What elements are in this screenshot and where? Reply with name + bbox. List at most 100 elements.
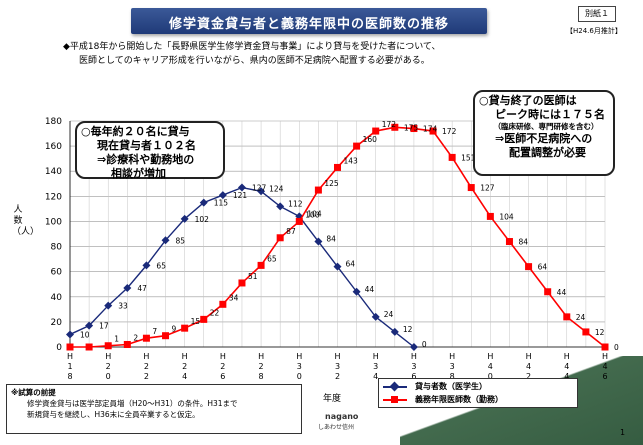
- data-point-doctors: [257, 261, 265, 269]
- footnote-line-1: 修学資金貸与は医学部定員増（H20～H31）の条件。H31まで: [27, 399, 238, 408]
- data-label-doctors: 151: [461, 153, 476, 162]
- data-point-students: [199, 198, 208, 207]
- data-point-doctors: [276, 234, 284, 242]
- data-point-doctors: [429, 127, 437, 135]
- data-label-students: 47: [137, 284, 147, 293]
- data-point-students: [390, 327, 399, 336]
- data-point-doctors: [486, 212, 494, 220]
- brand-logo-text: nagano: [325, 412, 359, 421]
- data-point-doctors: [448, 153, 456, 161]
- data-label-students: 127: [252, 184, 267, 193]
- legend-item-students: 貸与者数（医学生）: [379, 381, 577, 393]
- data-point-doctors: [372, 127, 380, 135]
- data-label-students: 84: [326, 235, 336, 244]
- data-point-students: [180, 214, 189, 223]
- data-label-doctors: 100: [305, 210, 320, 219]
- title-banner: 修学資金貸与者と義務年限中の医師数の推移: [131, 8, 487, 34]
- data-point-students: [104, 301, 113, 310]
- data-label-doctors: 0: [614, 343, 619, 352]
- data-label-students: 33: [118, 302, 128, 311]
- data-point-doctors: [104, 342, 112, 350]
- data-point-doctors: [582, 328, 590, 336]
- legend-item-doctors: 義務年限医師数（勤務）: [379, 394, 577, 406]
- data-label-doctors: 127: [480, 184, 495, 193]
- callout-left-line-1: ○毎年約２０名に貸与: [81, 125, 190, 138]
- intro-line-2: 医師としてのキャリア形成を行いながら、県内の医師不足病院へ配置する必要がある。: [79, 56, 430, 66]
- data-point-doctors: [353, 142, 361, 150]
- data-point-doctors: [66, 343, 74, 351]
- series-layer: [66, 123, 609, 351]
- data-label-students: 85: [176, 236, 186, 245]
- data-label-doctors: 7: [152, 327, 157, 336]
- callout-right-line-4: ⇒医師不足病院への: [495, 132, 593, 145]
- data-point-doctors: [563, 313, 571, 321]
- page-title: 修学資金貸与者と義務年限中の医師数の推移: [168, 17, 449, 32]
- data-point-students: [371, 312, 380, 321]
- data-point-students: [123, 283, 132, 292]
- callout-left-line-2: 現在貸与者１０２名: [97, 139, 196, 152]
- data-label-doctors: 1: [114, 335, 119, 344]
- assumption-note: ※試算の前提 修学資金貸与は医学部定員増（H20～H31）の条件。H31まで 新…: [6, 384, 302, 434]
- document-label: 別紙１: [578, 6, 616, 22]
- legend: 貸与者数（医学生） 義務年限医師数（勤務）: [378, 378, 578, 408]
- data-point-doctors: [410, 125, 418, 133]
- data-point-doctors: [334, 163, 341, 171]
- data-point-students: [276, 202, 285, 211]
- page-number: 1: [620, 428, 626, 437]
- data-point-doctors: [525, 263, 533, 271]
- data-label-doctors: 44: [557, 288, 567, 297]
- data-label-doctors: 22: [210, 308, 220, 317]
- data-point-students: [85, 321, 94, 330]
- intro-line-1: ◆平成18年から開始した「長野県医学生修学資金貸与事業」により貸与を受けた者につ…: [63, 42, 441, 52]
- y-tick-label: 80: [51, 243, 63, 253]
- data-point-doctors: [467, 184, 475, 192]
- data-label-doctors: 64: [538, 263, 548, 272]
- data-label-students: 10: [80, 330, 90, 339]
- callout-right-line-5: 配置調整が必要: [509, 146, 586, 159]
- data-point-students: [66, 330, 74, 339]
- legend-label-doctors: 義務年限医師数（勤務）: [415, 395, 503, 404]
- data-label-students: 102: [195, 215, 210, 224]
- data-label-doctors: 172: [442, 127, 457, 136]
- data-point-students: [257, 187, 266, 196]
- data-point-doctors: [85, 343, 93, 351]
- data-label-students: 64: [346, 260, 356, 269]
- data-label-doctors: 24: [576, 313, 586, 322]
- data-label-students: 104: [307, 209, 322, 218]
- intro-text: ◆平成18年から開始した「長野県医学生修学資金貸与事業」により貸与を受けた者につ…: [63, 40, 583, 68]
- callout-right-line-2: ピーク時には１７５名: [495, 108, 605, 121]
- footnote-line-2: 新規貸与を継続し、H36末に全員卒業すると仮定。: [27, 410, 200, 419]
- data-label-doctors: 2: [133, 333, 138, 342]
- data-label-students: 115: [214, 199, 229, 208]
- data-label-students: 121: [233, 191, 248, 200]
- data-point-doctors: [505, 238, 513, 246]
- data-label-doctors: 143: [344, 156, 359, 165]
- data-label-students: 17: [99, 322, 109, 331]
- estimate-date-note: 【H24.6月推計】: [566, 27, 622, 35]
- data-label-students: 12: [403, 325, 413, 334]
- y-tick-label: 0: [56, 343, 62, 353]
- data-label-doctors: 34: [229, 293, 239, 302]
- data-label-students: 112: [288, 199, 303, 208]
- callout-students: ○毎年約２０名に貸与 現在貸与者１０２名 ⇒診療科や勤務地の 相談が増加: [75, 121, 225, 180]
- data-label-students: 0: [422, 340, 427, 349]
- data-point-doctors: [238, 279, 246, 287]
- data-point-students: [142, 261, 151, 270]
- data-label-doctors: 104: [499, 212, 514, 221]
- y-tick-label: 140: [45, 167, 62, 177]
- legend-label-students: 貸与者数（医学生）: [415, 382, 487, 391]
- data-point-doctors: [123, 340, 131, 348]
